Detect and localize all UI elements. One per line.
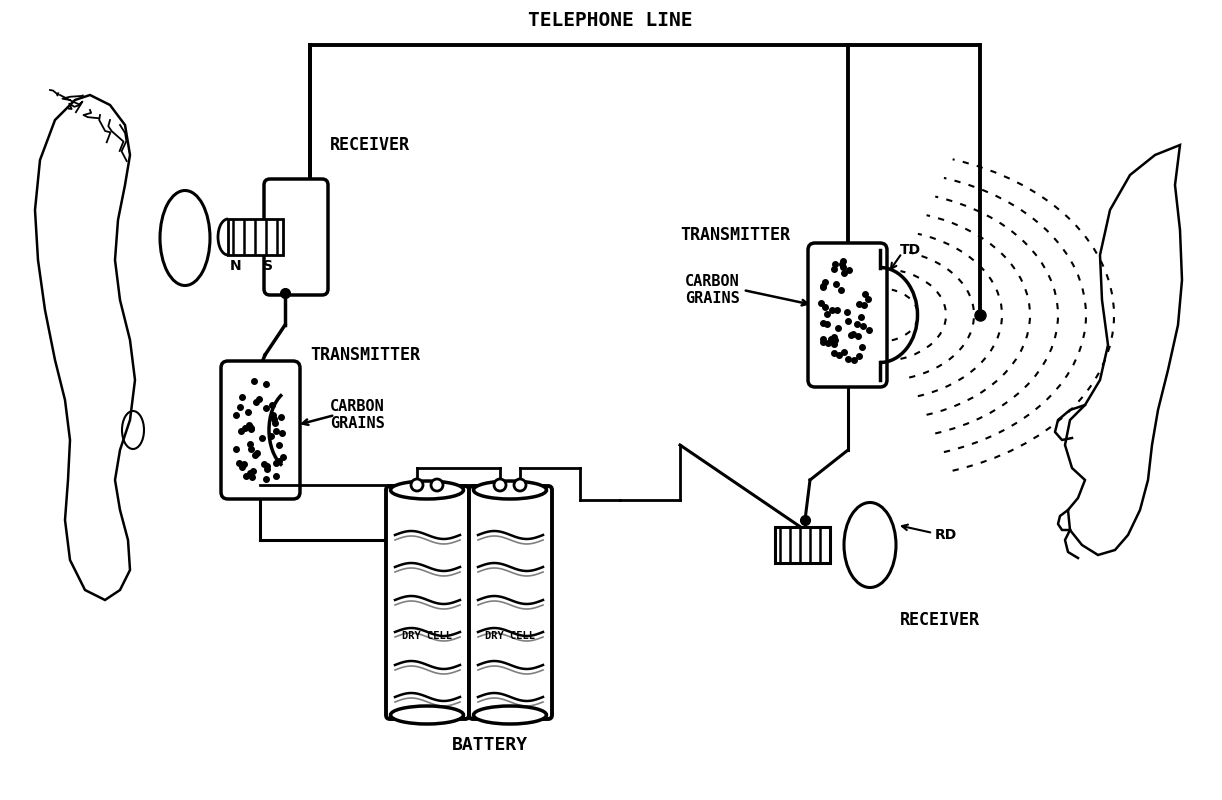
Text: RD: RD: [935, 528, 957, 542]
Text: RECEIVER: RECEIVER: [899, 611, 980, 629]
Text: DRY CELL: DRY CELL: [485, 631, 535, 642]
FancyBboxPatch shape: [808, 243, 887, 387]
FancyBboxPatch shape: [264, 179, 327, 295]
Text: CARBON
GRAINS: CARBON GRAINS: [330, 399, 385, 431]
Circle shape: [514, 479, 525, 491]
Text: TELEPHONE LINE: TELEPHONE LINE: [528, 11, 692, 30]
FancyBboxPatch shape: [469, 486, 552, 719]
FancyBboxPatch shape: [386, 486, 469, 719]
Ellipse shape: [391, 706, 463, 724]
Ellipse shape: [391, 481, 463, 499]
FancyBboxPatch shape: [229, 219, 284, 255]
Circle shape: [494, 479, 506, 491]
Text: TRANSMITTER: TRANSMITTER: [679, 226, 789, 244]
Text: BATTERY: BATTERY: [452, 736, 528, 754]
Circle shape: [411, 479, 423, 491]
FancyBboxPatch shape: [775, 527, 830, 563]
Circle shape: [431, 479, 444, 491]
Text: RECEIVER: RECEIVER: [330, 136, 411, 154]
Text: N: N: [230, 259, 242, 273]
Text: CARBON
GRAINS: CARBON GRAINS: [686, 274, 741, 306]
Text: TRANSMITTER: TRANSMITTER: [310, 346, 420, 364]
Text: TD: TD: [899, 243, 921, 257]
Ellipse shape: [473, 706, 546, 724]
FancyBboxPatch shape: [221, 361, 299, 499]
Text: DRY CELL: DRY CELL: [402, 631, 452, 642]
Text: S: S: [263, 259, 273, 273]
Ellipse shape: [473, 481, 546, 499]
